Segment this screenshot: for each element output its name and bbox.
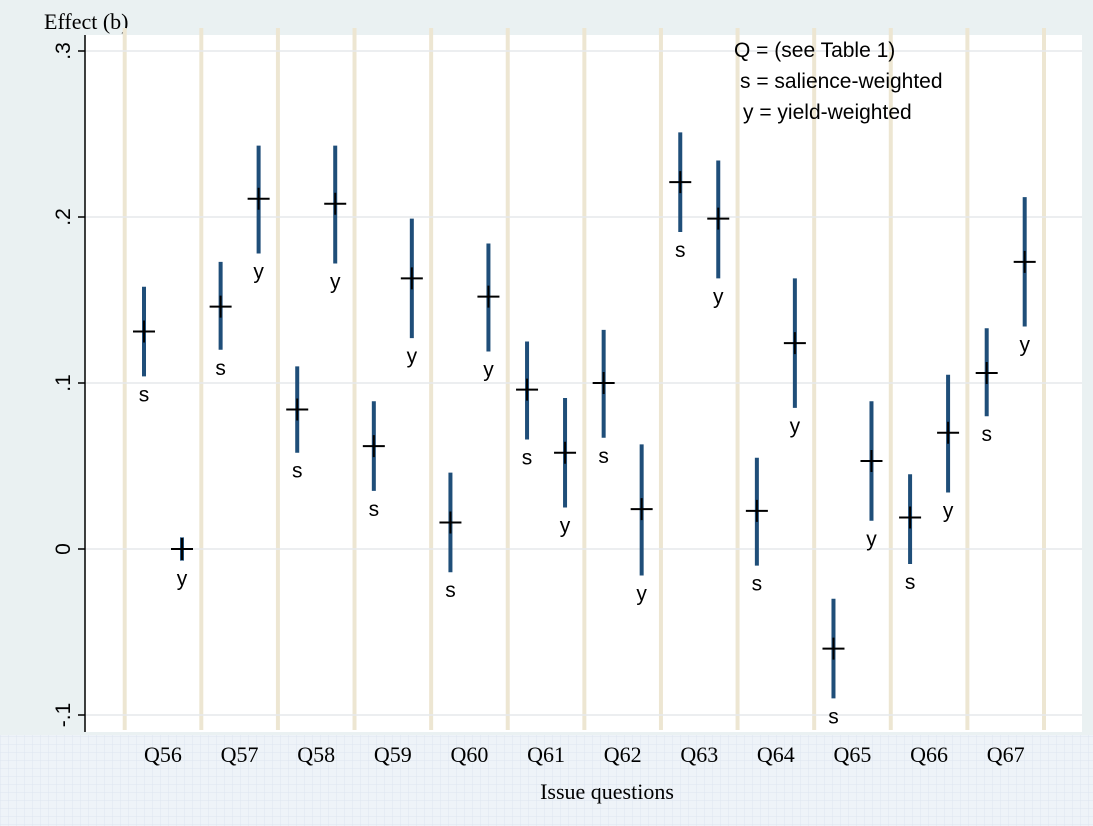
point-marker <box>516 378 539 401</box>
point-label: y <box>713 285 724 308</box>
y-tick-label: .3 <box>52 42 75 60</box>
point-label: s <box>522 446 533 469</box>
x-tick-label: Q56 <box>144 742 182 767</box>
legend-text: y = yield-weighted <box>743 101 912 124</box>
x-tick-label: Q65 <box>834 742 872 767</box>
point-marker <box>554 441 577 464</box>
point-marker <box>1013 250 1036 273</box>
point-marker <box>899 506 922 529</box>
point-marker <box>707 207 730 230</box>
x-tick-label: Q62 <box>604 742 642 767</box>
point-label: y <box>177 568 188 591</box>
point-label: s <box>981 423 992 446</box>
point-marker <box>592 372 615 394</box>
x-tick-label: Q63 <box>680 742 718 767</box>
point-marker <box>745 499 768 522</box>
point-marker <box>286 398 309 421</box>
x-tick-label: Q60 <box>450 742 488 767</box>
point-label: s <box>139 383 150 406</box>
point-label: s <box>905 571 916 594</box>
y-tick-label: -.1 <box>52 703 75 728</box>
point-label: s <box>828 705 839 728</box>
chart-title: Effect (b) <box>44 9 129 34</box>
legend-text: Q = (see Table 1) <box>734 39 895 62</box>
point-label: y <box>560 515 571 538</box>
point-label: s <box>598 445 609 468</box>
point-marker <box>937 421 960 444</box>
x-tick-label: Q66 <box>910 742 948 767</box>
point-label: y <box>790 415 801 438</box>
x-tick-label: Q67 <box>987 742 1025 767</box>
point-marker <box>860 450 883 473</box>
point-marker <box>171 538 194 560</box>
x-tick-label: Q59 <box>374 742 412 767</box>
x-tick-label: Q64 <box>757 742 795 767</box>
point-label: y <box>407 345 418 368</box>
point-label: s <box>752 573 763 596</box>
point-marker <box>783 332 806 355</box>
x-tick-label: Q61 <box>527 742 565 767</box>
point-label: y <box>866 528 877 551</box>
x-tick-label: Q57 <box>221 742 259 767</box>
point-label: s <box>292 460 303 483</box>
footer-band <box>0 735 1093 826</box>
point-label: y <box>253 261 264 284</box>
point-label: y <box>636 583 647 606</box>
point-marker <box>133 320 156 343</box>
point-marker <box>324 192 347 215</box>
legend-text: s = salience-weighted <box>740 70 943 93</box>
point-marker <box>669 171 692 194</box>
point-label: s <box>675 239 686 262</box>
point-marker <box>400 267 423 290</box>
point-marker <box>630 498 653 521</box>
x-axis-label: Issue questions <box>540 779 674 804</box>
x-tick-label: Q58 <box>297 742 335 767</box>
point-marker <box>439 511 462 534</box>
y-tick-label: .2 <box>52 208 75 226</box>
point-marker <box>822 637 845 660</box>
point-marker <box>247 187 270 210</box>
point-label: s <box>369 498 380 521</box>
point-label: y <box>483 358 494 381</box>
point-marker <box>477 285 500 308</box>
point-marker <box>209 295 232 318</box>
point-label: y <box>943 500 954 523</box>
y-tick-label: .1 <box>52 374 75 392</box>
point-label: y <box>330 270 341 293</box>
point-label: y <box>1019 334 1030 357</box>
point-label: s <box>215 357 226 380</box>
point-marker <box>362 435 385 458</box>
y-tick-label: 0 <box>52 543 75 555</box>
point-label: s <box>445 579 456 602</box>
point-marker <box>975 362 998 385</box>
